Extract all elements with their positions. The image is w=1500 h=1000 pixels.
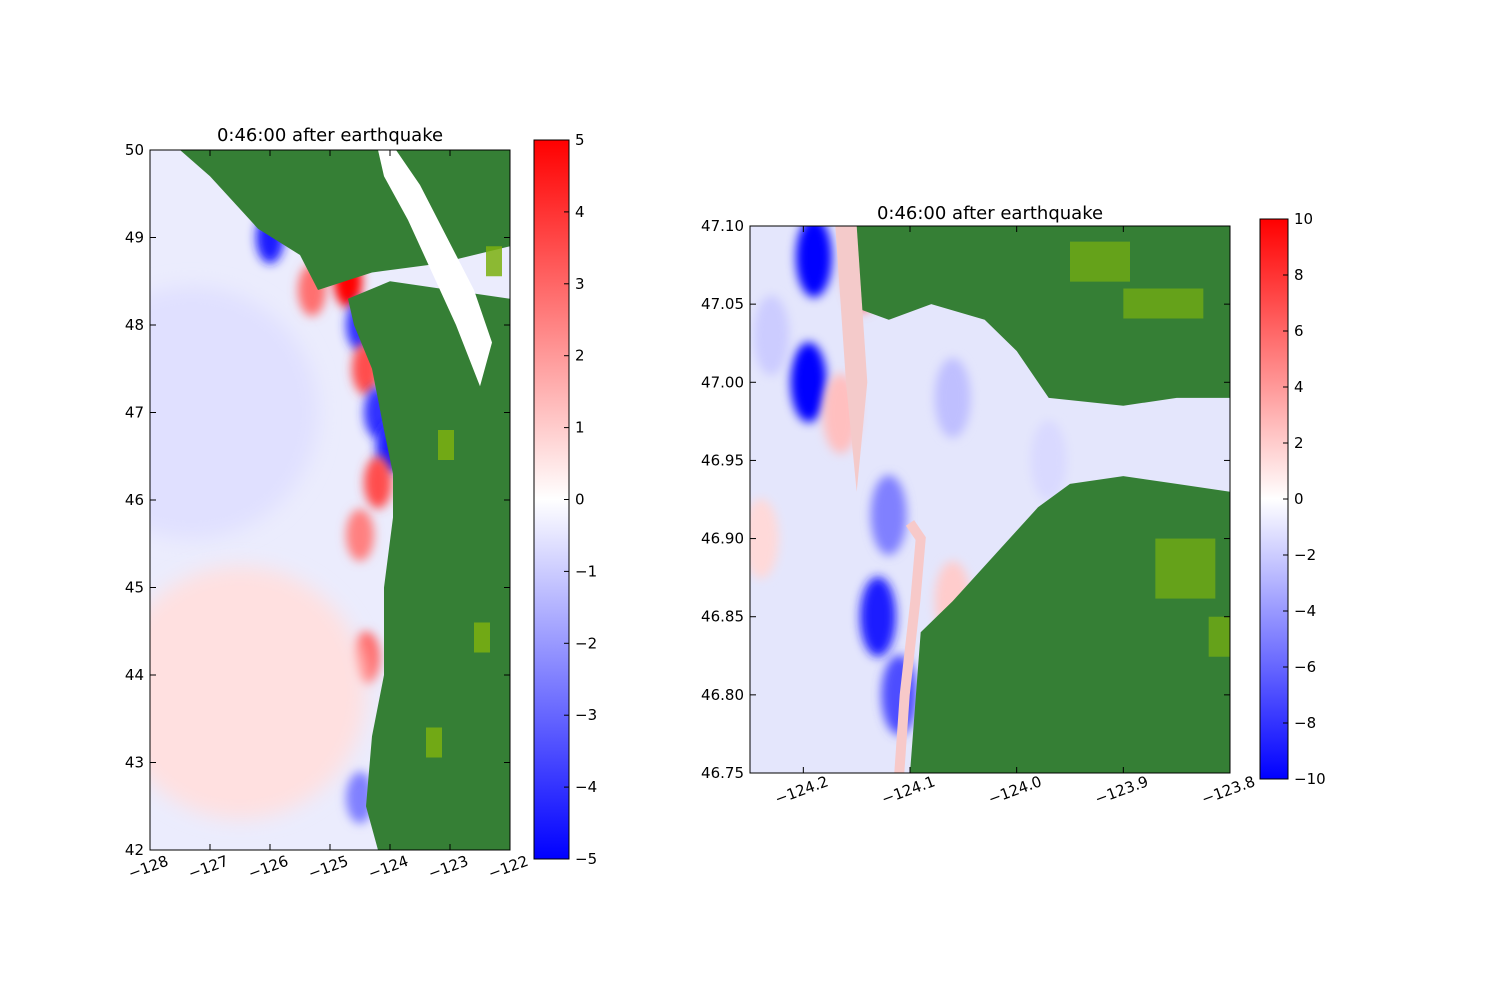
left-y-tick-label: 42	[125, 841, 144, 859]
left-anomaly-8	[346, 509, 374, 561]
right-colorbar-tick-label: 8	[1294, 266, 1304, 284]
left-anomaly-7	[364, 456, 392, 509]
right-north-spit	[835, 226, 868, 492]
left-x-tick-label: −127	[186, 852, 231, 883]
left-x-tick-label: −125	[306, 852, 351, 883]
right-y-tick-label: 46.80	[701, 686, 744, 704]
left-map-panel: −128 −127 −126 −125 −124 −123 −122 42434445464…	[125, 125, 531, 883]
right-colorbar-tick-label: −10	[1294, 770, 1326, 788]
left-anomaly-12	[150, 566, 366, 819]
right-colorbar-tick-label: 6	[1294, 322, 1304, 340]
left-highland-0	[438, 430, 454, 460]
right-colorbar-tick-label: 2	[1294, 434, 1304, 452]
left-map-y-ticks: 42 43 44 45 46 47 48 49 50	[125, 141, 510, 859]
right-x-tick-label: −124.0	[986, 772, 1044, 808]
right-x-tick-label: −124.2	[772, 772, 830, 808]
left-y-tick-label: 43	[125, 754, 144, 772]
left-y-tick-label: 47	[125, 404, 144, 422]
left-anomaly-11	[150, 286, 318, 539]
left-map-land	[180, 150, 510, 850]
right-colorbar-tick-label: −2	[1294, 546, 1316, 564]
left-map-title: 0:46:00 after earthquake	[217, 125, 443, 146]
left-colorbar-tick-label: −3	[575, 706, 597, 724]
left-colorbar-tick-label: 3	[575, 275, 585, 293]
left-colorbar-tick-label: 5	[575, 131, 585, 149]
right-anomaly-0	[790, 342, 827, 423]
right-map-panel: −124.2 −124.1 −124.0 −123.9 −123.8 46.75 46.8…	[701, 203, 1257, 808]
left-colorbar-ticks: −5 −4 −3 −2 −1 0 1 2 3 4 5	[564, 131, 597, 868]
left-colorbar-tick-label: −2	[575, 634, 597, 652]
left-colorbar-tick-label: −4	[575, 778, 597, 796]
right-colorbar-ticks: −10 −8 −6 −4 −2 0 2 4 6 8 10	[1283, 210, 1326, 788]
left-colorbar-tick-label: −5	[575, 850, 597, 868]
right-x-tick-label: −123.9	[1092, 772, 1150, 808]
left-colorbar-tick-label: −1	[575, 562, 597, 580]
right-south-spit	[894, 520, 926, 773]
right-colorbar-tick-label: −4	[1294, 602, 1316, 620]
right-colorbar-tick-label: −6	[1294, 658, 1316, 676]
left-y-tick-label: 45	[125, 579, 144, 597]
left-y-tick-label: 49	[125, 229, 144, 247]
right-map-frame	[749, 225, 1231, 774]
right-anomaly-9	[934, 357, 971, 438]
left-x-tick-label: −126	[246, 852, 291, 883]
right-y-tick-label: 46.85	[701, 608, 744, 626]
right-y-tick-label: 47.05	[701, 295, 744, 313]
left-x-tick-label: −124	[366, 852, 411, 883]
right-colorbar-tick-label: 4	[1294, 378, 1304, 396]
right-y-tick-label: 47.10	[701, 217, 744, 235]
left-colorbar-tick-label: 0	[575, 491, 585, 509]
right-map-land	[835, 226, 1230, 773]
left-colorbar-tick-label: 2	[575, 347, 585, 365]
left-colorbar-tick-label: 1	[575, 419, 585, 437]
left-y-tick-label: 46	[125, 491, 144, 509]
right-anomaly-8	[1030, 420, 1067, 501]
left-anomaly-10	[346, 771, 374, 824]
left-highland-1	[474, 622, 490, 653]
right-upland-1	[1123, 288, 1204, 319]
left-inland-sea	[378, 150, 492, 387]
right-map-y-ticks: 46.75 46.80 46.85 46.90 46.95 47.00 47.05 47.10	[701, 217, 1230, 782]
right-anomaly-1	[796, 226, 832, 298]
left-y-tick-label: 44	[125, 666, 144, 684]
right-upland-0	[1070, 241, 1130, 282]
right-map-title: 0:46:00 after earthquake	[877, 203, 1103, 224]
left-colorbar-tick-label: 4	[575, 203, 585, 221]
right-anomaly-10	[750, 498, 779, 579]
left-highland-3	[486, 246, 502, 277]
right-y-tick-label: 46.95	[701, 451, 744, 469]
right-north-land	[846, 226, 1230, 406]
right-colorbar-tick-label: 10	[1294, 210, 1313, 228]
right-anomaly-6	[870, 475, 907, 556]
right-south-land	[910, 476, 1230, 773]
right-colorbar-tick-label: 0	[1294, 490, 1304, 508]
left-x-tick-label: −122	[486, 852, 531, 883]
right-x-tick-label: −124.1	[879, 772, 937, 808]
right-colorbar: −10 −8 −6 −4 −2 0 2 4 6 8 10	[1259, 210, 1326, 788]
right-x-tick-label: −123.8	[1199, 772, 1257, 808]
left-y-tick-label: 50	[125, 141, 144, 159]
right-anomaly-2	[860, 576, 896, 657]
left-y-tick-label: 48	[125, 316, 144, 334]
left-colorbar-gradient	[534, 140, 569, 859]
left-colorbar: −5 −4 −3 −2 −1 0 1 2 3 4 5	[533, 131, 597, 868]
right-y-tick-label: 46.75	[701, 764, 744, 782]
left-x-tick-label: −123	[426, 852, 471, 883]
right-y-tick-label: 47.00	[701, 373, 744, 391]
left-highland-2	[426, 727, 442, 758]
right-anomaly-11	[753, 295, 790, 376]
right-upland-2	[1155, 538, 1216, 599]
right-colorbar-tick-label: −8	[1294, 714, 1316, 732]
right-upland-3	[1208, 616, 1230, 657]
right-y-tick-label: 46.90	[701, 530, 744, 548]
